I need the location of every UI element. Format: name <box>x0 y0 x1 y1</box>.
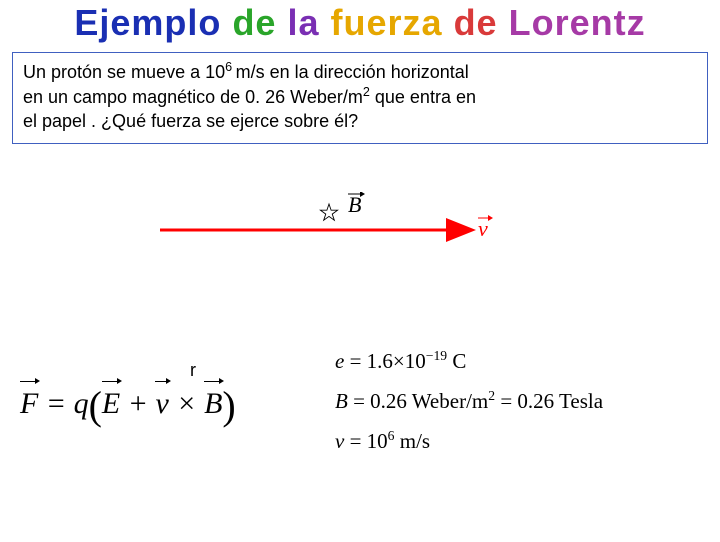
q: q <box>74 387 89 420</box>
vec-B: B <box>204 387 222 421</box>
velocity-label: v <box>478 216 488 241</box>
title-word-5: de <box>454 2 498 43</box>
title-word-1: Ejemplo <box>74 2 221 43</box>
problem-exp2: 2 <box>363 85 370 99</box>
title-word-6: Lorentz <box>509 2 646 43</box>
vec-F: F <box>20 387 38 421</box>
vec-v: v <box>155 387 168 421</box>
diagram-svg: B v <box>160 192 520 252</box>
B-lhs: B <box>335 389 348 413</box>
times: × <box>169 387 204 420</box>
B-rhs: = 0.26 Tesla <box>495 389 603 413</box>
e-row: e = 1.6×10−19 C <box>335 342 603 382</box>
B-mid: = 0.26 Weber/m <box>348 389 488 413</box>
problem-line2a: en un campo magnético de 0. 26 Weber/m <box>23 87 363 107</box>
problem-box: Un protón se mueve a 106 m/s en la direc… <box>12 52 708 144</box>
diagram: B v <box>160 192 520 252</box>
problem-line3: el papel . ¿Qué fuerza se ejerce sobre é… <box>23 111 358 131</box>
e-lhs: e <box>335 349 344 373</box>
constants-block: e = 1.6×10−19 C B = 0.26 Weber/m2 = 0.26… <box>335 342 603 462</box>
title-word-3: la <box>287 2 319 43</box>
problem-exp1: 6 <box>225 60 236 74</box>
v-mid: = 10 <box>344 429 387 453</box>
lorentz-equation: r F = q(E + v × B) <box>20 382 236 429</box>
e-exp: −19 <box>426 348 447 363</box>
lparen: ( <box>89 383 102 428</box>
problem-line1b: m/s en la dirección horizontal <box>236 62 469 82</box>
into-page-icon <box>320 204 337 220</box>
problem-line1a: Un protón se mueve a 10 <box>23 62 225 82</box>
r-tag: r <box>190 360 196 381</box>
v-unit: m/s <box>395 429 431 453</box>
title-word-4: fuerza <box>331 2 443 43</box>
eq-sign: = <box>38 387 73 420</box>
v-lhs: v <box>335 429 344 453</box>
rparen: ) <box>222 383 235 428</box>
e-eq: = 1.6×10 <box>344 349 425 373</box>
b-field-label: B <box>348 192 361 217</box>
page-title: Ejemplo de la fuerza de Lorentz <box>0 2 720 44</box>
v-row: v = 106 m/s <box>335 422 603 462</box>
title-word-2: de <box>232 2 276 43</box>
plus: + <box>120 387 155 420</box>
problem-line2b: que entra en <box>370 87 476 107</box>
B-row: B = 0.26 Weber/m2 = 0.26 Tesla <box>335 382 603 422</box>
v-exp: 6 <box>388 428 395 443</box>
vec-E: E <box>102 387 120 421</box>
e-unit: C <box>447 349 466 373</box>
